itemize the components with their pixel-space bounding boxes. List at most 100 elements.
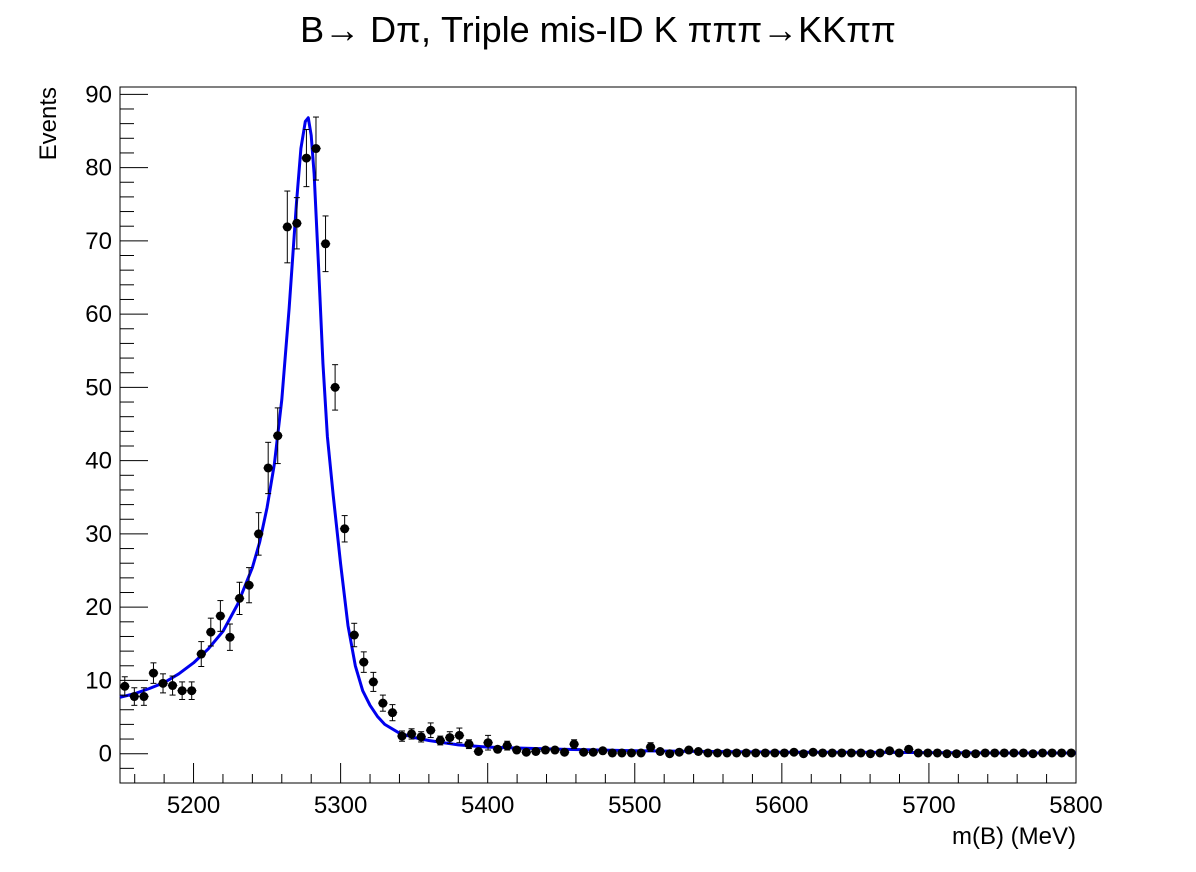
data-marker xyxy=(120,681,130,691)
data-marker xyxy=(732,748,742,758)
data-marker xyxy=(607,748,617,758)
data-point xyxy=(645,742,656,752)
data-marker xyxy=(990,748,1000,758)
data-point xyxy=(234,581,245,615)
data-marker xyxy=(129,692,139,702)
data-point xyxy=(846,748,857,758)
data-point xyxy=(416,731,426,743)
data-marker xyxy=(837,748,847,758)
data-marker xyxy=(139,692,149,702)
y-tick-label: 40 xyxy=(85,448,112,475)
data-marker xyxy=(196,649,206,659)
data-marker xyxy=(330,382,340,392)
data-point xyxy=(148,662,159,684)
data-marker xyxy=(636,748,646,758)
data-point xyxy=(368,671,379,692)
data-marker xyxy=(875,748,885,758)
data-point xyxy=(196,641,207,668)
axes: 5200 5300 5400 5500 5600 5700 5800 0 10 20 30 40 50 6… xyxy=(85,81,1102,819)
data-point xyxy=(856,748,866,758)
data-point xyxy=(674,747,685,757)
data-point xyxy=(837,748,847,758)
data-marker xyxy=(254,529,264,539)
data-marker xyxy=(923,748,933,758)
x-tick-label: 5600 xyxy=(755,792,808,819)
data-point xyxy=(779,748,790,758)
data-marker xyxy=(942,749,952,759)
data-marker xyxy=(550,745,560,755)
data-point xyxy=(330,364,340,411)
data-marker xyxy=(703,748,713,758)
data-points-layer xyxy=(120,116,1076,759)
data-marker xyxy=(387,708,397,718)
data-point xyxy=(129,687,140,706)
data-point xyxy=(588,747,598,757)
data-marker xyxy=(378,698,388,708)
data-marker xyxy=(349,630,359,640)
y-tick-label: 90 xyxy=(85,81,112,108)
data-point xyxy=(301,128,312,188)
data-marker xyxy=(235,593,244,603)
data-marker xyxy=(579,747,589,757)
data-point xyxy=(578,747,589,757)
data-marker xyxy=(827,748,837,758)
data-marker xyxy=(158,678,168,688)
data-point xyxy=(903,744,914,754)
data-marker xyxy=(206,627,216,637)
data-marker xyxy=(789,747,799,757)
data-marker xyxy=(445,733,455,743)
y-tick-label: 70 xyxy=(85,228,112,255)
data-point xyxy=(684,745,694,755)
data-point xyxy=(760,748,771,758)
data-point xyxy=(617,748,627,758)
data-marker xyxy=(397,731,407,741)
x-tick-label: 5200 xyxy=(167,792,220,819)
data-marker xyxy=(569,739,579,749)
data-point xyxy=(339,515,350,543)
fit-curve-layer xyxy=(119,116,1076,755)
data-marker xyxy=(168,681,178,691)
data-marker xyxy=(674,747,684,757)
data-point xyxy=(884,746,895,756)
data-point xyxy=(1037,748,1048,758)
data-marker xyxy=(225,632,235,642)
data-marker xyxy=(1018,748,1028,758)
data-marker xyxy=(368,677,378,687)
y-tick-label: 0 xyxy=(99,741,112,768)
data-marker xyxy=(521,747,531,757)
data-marker xyxy=(321,239,331,249)
data-marker xyxy=(913,748,923,758)
data-point xyxy=(292,197,302,250)
data-marker xyxy=(665,749,675,759)
data-marker xyxy=(1047,748,1057,758)
x-tick-label: 5800 xyxy=(1049,792,1102,819)
data-marker xyxy=(588,747,598,757)
data-point xyxy=(942,749,952,759)
data-point xyxy=(1047,748,1057,758)
data-point xyxy=(731,748,742,758)
data-marker xyxy=(655,746,665,756)
data-marker xyxy=(215,611,225,621)
data-point xyxy=(244,567,254,604)
data-marker xyxy=(273,431,283,441)
data-marker xyxy=(722,748,732,758)
data-point xyxy=(569,739,579,750)
data-point xyxy=(282,190,293,264)
data-marker xyxy=(961,749,971,759)
data-point xyxy=(989,748,1000,758)
data-marker xyxy=(808,747,818,757)
data-marker xyxy=(617,748,627,758)
data-marker xyxy=(846,748,856,758)
data-point xyxy=(1009,748,1019,758)
data-point xyxy=(253,512,264,556)
x-tick-label: 5500 xyxy=(608,792,661,819)
data-point xyxy=(158,673,168,694)
data-point xyxy=(789,747,799,757)
data-point xyxy=(531,746,541,756)
data-marker xyxy=(263,463,273,473)
data-point xyxy=(1028,749,1038,759)
data-point xyxy=(359,651,369,673)
data-point xyxy=(120,676,130,697)
data-point xyxy=(693,746,704,756)
data-point xyxy=(951,749,962,759)
